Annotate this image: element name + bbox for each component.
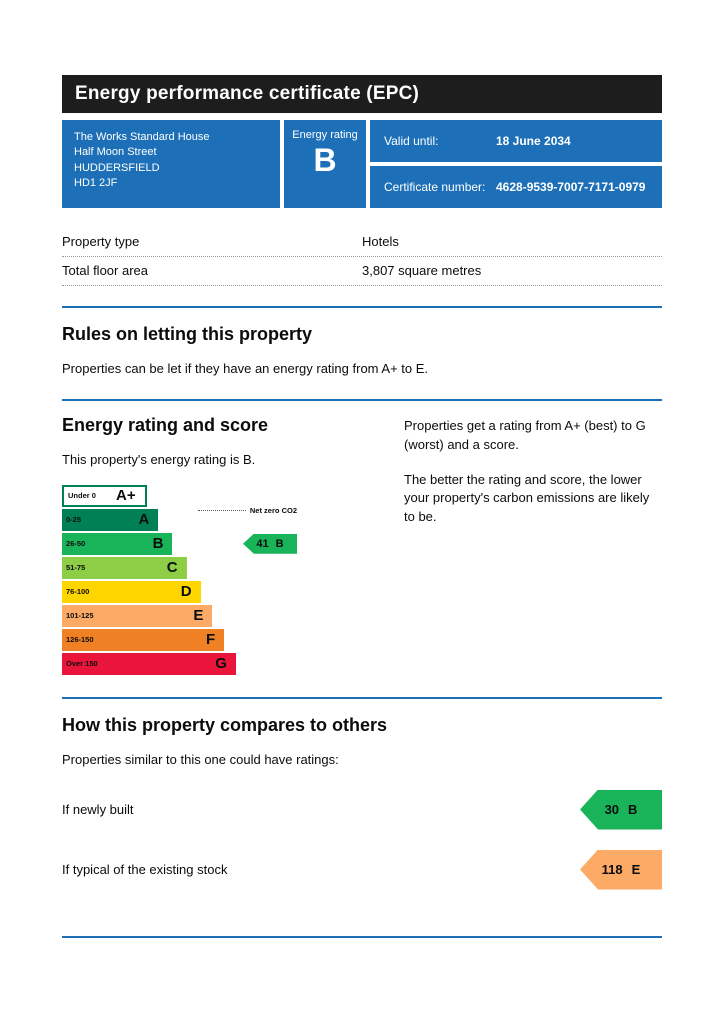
newly-built-score: 30 — [604, 802, 620, 818]
newly-built-label: If newly built — [62, 802, 134, 818]
rating-explainer-2: The better the rating and score, the low… — [404, 471, 650, 525]
epc-band-range: 51-75 — [66, 563, 86, 573]
property-address: The Works Standard House Half Moon Stree… — [62, 120, 280, 208]
certificate-number-label: Certificate number: — [384, 180, 486, 194]
valid-until-label: Valid until: — [384, 134, 439, 148]
rules-section: Rules on letting this property Propertie… — [62, 324, 662, 379]
valid-until-value: 18 June 2034 — [496, 134, 571, 148]
section-divider — [62, 398, 662, 401]
floor-area-label: Total floor area — [62, 263, 148, 278]
energy-rating-section: Energy rating and score This property's … — [62, 415, 662, 677]
epc-band-range: Under 0 — [68, 491, 96, 501]
epc-document: Energy performance certificate (EPC) The… — [62, 75, 662, 938]
net-zero-dotted-line — [197, 509, 246, 511]
address-line: Half Moon Street — [74, 146, 157, 159]
epc-band-letter: A — [138, 511, 150, 529]
section-divider — [62, 696, 662, 699]
floor-area-value: 3,807 square metres — [362, 263, 482, 278]
epc-band-e: 101-125 E — [62, 604, 297, 627]
epc-band-aplus: Under 0 A+ — [62, 484, 297, 507]
epc-band-chart: Net zero CO2 Under 0 A+ 0-25 A 26-50 B 41 B 51-7… — [62, 484, 297, 675]
rating-explanation-column: Properties get a rating from A+ (best) t… — [404, 415, 662, 677]
existing-stock-rating-pointer: 118 E — [580, 849, 662, 890]
certificate-meta: Valid until: 18 June 2034 Certificate nu… — [370, 120, 662, 208]
comparison-section: How this property compares to others Pro… — [62, 715, 662, 890]
epc-band-bar: 0-25 A — [62, 508, 159, 531]
epc-band-f: 126-150 F — [62, 628, 297, 651]
property-details: Property type Hotels Total floor area 3,… — [62, 228, 662, 286]
epc-band-letter: A+ — [116, 487, 136, 505]
energy-rating-box: Energy rating B — [284, 120, 366, 208]
epc-band-bar: 101-125 E — [62, 604, 213, 627]
epc-band-d: 76-100 D — [62, 580, 297, 603]
current-rating-pointer: 41 B — [243, 533, 297, 554]
epc-band-letter: F — [205, 631, 216, 649]
property-type-value: Hotels — [362, 234, 399, 249]
existing-stock-row: If typical of the existing stock 118 E — [62, 849, 662, 890]
rules-heading: Rules on letting this property — [62, 324, 313, 344]
epc-band-letter: C — [166, 559, 178, 577]
epc-band-range: 26-50 — [66, 539, 86, 549]
epc-band-letter: D — [180, 583, 192, 601]
comparison-heading: How this property compares to others — [62, 714, 388, 735]
epc-band-bar: Over 150 G — [62, 652, 236, 675]
energy-rating-value: B — [313, 142, 337, 178]
certificate-number-value: 4628-9539-7007-7171-0979 — [496, 180, 646, 194]
epc-band-bar: Under 0 A+ — [62, 484, 147, 507]
address-line: HD1 2JF — [74, 177, 118, 190]
epc-band-range: 0-25 — [66, 515, 82, 525]
rating-chart-column: Energy rating and score This property's … — [62, 415, 362, 677]
property-type-label: Property type — [62, 234, 140, 249]
epc-band-bar: 26-50 B — [62, 532, 173, 555]
existing-stock-score: 118 — [601, 862, 623, 878]
valid-until-row: Valid until: 18 June 2034 — [370, 120, 662, 162]
newly-built-row: If newly built 30 B — [62, 789, 662, 830]
epc-band-range: 76-100 — [66, 587, 90, 597]
address-line: HUDDERSFIELD — [74, 161, 160, 174]
footer-divider — [62, 935, 662, 938]
comparison-intro: Properties similar to this one could hav… — [62, 751, 339, 767]
epc-band-letter: B — [152, 535, 164, 553]
epc-band-letter: G — [215, 655, 227, 673]
epc-band-c: 51-75 C — [62, 556, 297, 579]
rating-intro: This property's energy rating is B. — [62, 451, 256, 467]
floor-area-row: Total floor area 3,807 square metres — [62, 257, 662, 286]
rating-explainer-1: Properties get a rating from A+ (best) t… — [404, 417, 646, 452]
newly-built-rating-pointer: 30 B — [580, 789, 662, 830]
document-title: Energy performance certificate (EPC) — [75, 83, 420, 104]
document-title-bar: Energy performance certificate (EPC) — [62, 75, 662, 113]
rules-body: Properties can be let if they have an en… — [62, 361, 429, 376]
rating-section-heading: Energy rating and score — [62, 414, 269, 435]
net-zero-marker: Net zero CO2 — [197, 505, 297, 515]
existing-stock-letter: E — [631, 862, 641, 878]
epc-band-bar: 76-100 D — [62, 580, 201, 603]
summary-panel: The Works Standard House Half Moon Stree… — [62, 120, 662, 208]
epc-band-g: Over 150 G — [62, 652, 297, 675]
address-line: The Works Standard House — [74, 131, 210, 143]
epc-band-a: 0-25 A — [62, 508, 297, 531]
epc-band-range: Over 150 — [66, 659, 98, 669]
epc-band-bar: 126-150 F — [62, 628, 225, 651]
epc-band-b: 26-50 B 41 B — [62, 532, 297, 555]
existing-stock-label: If typical of the existing stock — [62, 862, 228, 878]
property-type-row: Property type Hotels — [62, 228, 662, 257]
epc-band-bar: 51-75 C — [62, 556, 187, 579]
epc-band-range: 126-150 — [66, 635, 94, 645]
section-divider — [62, 306, 662, 308]
epc-band-range: 101-125 — [66, 611, 94, 621]
certificate-number-row: Certificate number: 4628-9539-7007-7171-… — [370, 166, 662, 208]
epc-band-letter: E — [193, 607, 204, 625]
energy-rating-label: Energy rating — [292, 129, 358, 141]
newly-built-letter: B — [628, 802, 638, 818]
net-zero-label: Net zero CO2 — [249, 505, 297, 515]
